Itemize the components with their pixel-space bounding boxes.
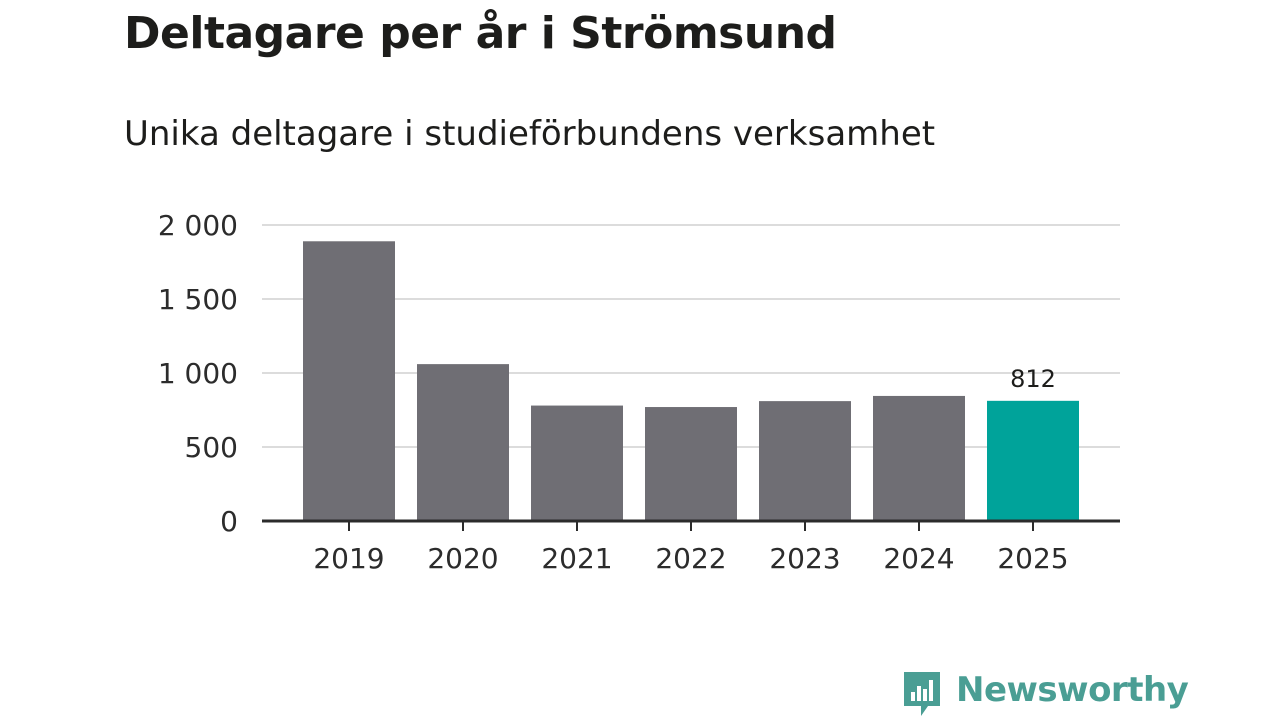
x-tick-label: 2020 xyxy=(427,542,498,575)
data-label: 812 xyxy=(1010,365,1056,393)
bar-2022 xyxy=(645,407,737,521)
newsworthy-logo-text: Newsworthy xyxy=(956,670,1189,710)
y-axis-tick-labels: 0 500 1 000 1 500 2 000 xyxy=(158,209,238,538)
y-tick-label: 1 500 xyxy=(158,283,238,316)
newsworthy-logo-icon xyxy=(904,672,940,716)
bar-2019 xyxy=(303,241,395,521)
x-tick-label: 2023 xyxy=(769,542,840,575)
y-tick-label: 500 xyxy=(185,431,238,464)
chart-subtitle: Unika deltagare i studieförbundens verks… xyxy=(124,114,936,154)
data-labels: 812 xyxy=(1010,365,1056,393)
bar-2024 xyxy=(873,395,965,521)
x-tick-label: 2024 xyxy=(883,542,954,575)
bar-2025 xyxy=(987,400,1079,521)
x-axis-ticks: 2019 2020 2021 2022 2023 2024 2025 xyxy=(313,521,1069,575)
chart-title: Deltagare per år i Strömsund xyxy=(124,8,837,59)
y-tick-label: 1 000 xyxy=(158,357,238,390)
y-tick-label: 0 xyxy=(220,505,238,538)
x-tick-label: 2025 xyxy=(997,542,1068,575)
x-tick-label: 2019 xyxy=(313,542,384,575)
newsworthy-logo: Newsworthy xyxy=(902,670,1189,718)
bars xyxy=(303,241,1079,521)
bar-2020 xyxy=(417,364,509,521)
x-tick-label: 2022 xyxy=(655,542,726,575)
y-tick-label: 2 000 xyxy=(158,209,238,242)
bar-2021 xyxy=(531,405,623,521)
x-tick-label: 2021 xyxy=(541,542,612,575)
bar-2023 xyxy=(759,401,851,521)
